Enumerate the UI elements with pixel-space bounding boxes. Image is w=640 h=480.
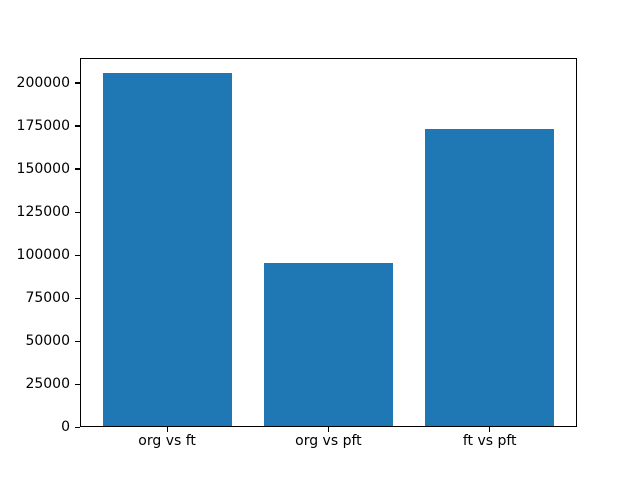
x-tick-label: org vs ft (138, 433, 196, 449)
y-tick-mark (75, 254, 80, 256)
x-tick-label: ft vs pft (462, 433, 517, 449)
y-tick-mark (75, 82, 80, 84)
y-tick-label: 50000 (25, 333, 70, 350)
y-tick-mark (75, 297, 80, 299)
y-tick-mark (75, 168, 80, 170)
y-tick-mark (75, 125, 80, 127)
y-tick-label: 125000 (16, 204, 70, 221)
bar-org-vs-pft (263, 262, 393, 427)
plot-area (80, 57, 577, 428)
y-tick-mark (75, 340, 80, 342)
y-tick-label: 200000 (16, 75, 70, 92)
x-tick-mark (166, 427, 168, 433)
x-tick-mark (327, 427, 329, 433)
bar-org-vs-ft (102, 72, 232, 427)
y-tick-label: 25000 (25, 376, 70, 393)
y-tick-mark (75, 426, 80, 428)
y-tick-label: 100000 (16, 247, 70, 264)
y-tick-mark (75, 211, 80, 213)
bar-ft-vs-pft (425, 128, 555, 427)
x-tick-mark (489, 427, 491, 433)
y-tick-label: 175000 (16, 118, 70, 135)
y-tick-label: 0 (61, 419, 70, 436)
x-tick-label: org vs pft (295, 433, 362, 449)
y-tick-label: 150000 (16, 161, 70, 178)
y-tick-mark (75, 383, 80, 385)
y-tick-label: 75000 (25, 290, 70, 307)
